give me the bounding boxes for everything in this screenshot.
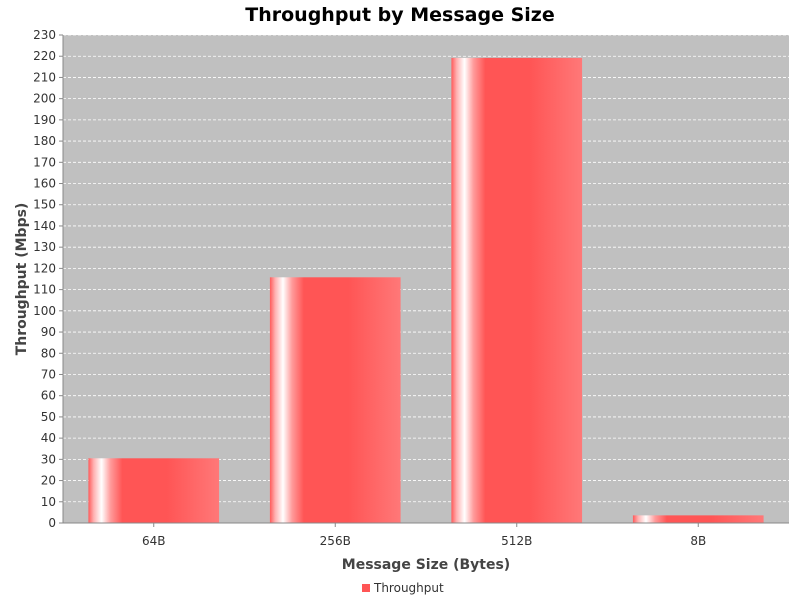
- y-tick-label: 60: [41, 389, 56, 403]
- y-tick-label: 90: [41, 325, 56, 339]
- y-tick-label: 70: [41, 367, 56, 381]
- y-tick-label: 100: [33, 304, 56, 318]
- x-tick-label: 8B: [690, 534, 706, 548]
- y-tick-label: 190: [33, 113, 56, 127]
- y-tick-label: 130: [33, 240, 56, 254]
- x-tick-label: 256B: [320, 534, 351, 548]
- x-tick-label: 512B: [501, 534, 532, 548]
- x-axis-label: Message Size (Bytes): [342, 557, 510, 573]
- legend-label: Throughput: [373, 581, 444, 595]
- bar-512b: [451, 57, 583, 523]
- grid-lines: [63, 34, 789, 503]
- y-tick-label: 10: [41, 495, 56, 509]
- chart-title: Throughput by Message Size: [245, 4, 554, 26]
- plot-area: [63, 35, 789, 523]
- bars: [88, 57, 764, 523]
- legend: Throughput: [362, 581, 444, 595]
- y-axis-ticks: 0 10 20 30 40 50 60 70 80 90 100 110 120 130 140 150 160…: [33, 28, 63, 530]
- bar-8b: [632, 515, 764, 523]
- y-tick-label: 210: [33, 70, 56, 84]
- bar-256b: [269, 277, 401, 523]
- y-tick-label: 140: [33, 219, 56, 233]
- y-tick-label: 220: [33, 49, 56, 63]
- y-tick-label: 170: [33, 155, 56, 169]
- y-tick-label: 180: [33, 134, 56, 148]
- y-tick-label: 80: [41, 346, 56, 360]
- y-tick-label: 160: [33, 177, 56, 191]
- x-tick-label: 64B: [142, 534, 166, 548]
- y-tick-label: 120: [33, 261, 56, 275]
- y-tick-label: 230: [33, 28, 56, 42]
- bar-64b: [88, 458, 220, 523]
- y-tick-label: 20: [41, 474, 56, 488]
- y-tick-label: 150: [33, 198, 56, 212]
- y-tick-label: 30: [41, 452, 56, 466]
- x-axis-ticks: 64B 256B 512B 8B: [142, 523, 706, 548]
- y-tick-label: 50: [41, 410, 56, 424]
- legend-swatch: [362, 584, 370, 592]
- y-tick-label: 200: [33, 92, 56, 106]
- y-tick-label: 110: [33, 283, 56, 297]
- y-axis-label: Throughput (Mbps): [14, 203, 30, 356]
- y-tick-label: 40: [41, 431, 56, 445]
- y-tick-label: 0: [48, 516, 56, 530]
